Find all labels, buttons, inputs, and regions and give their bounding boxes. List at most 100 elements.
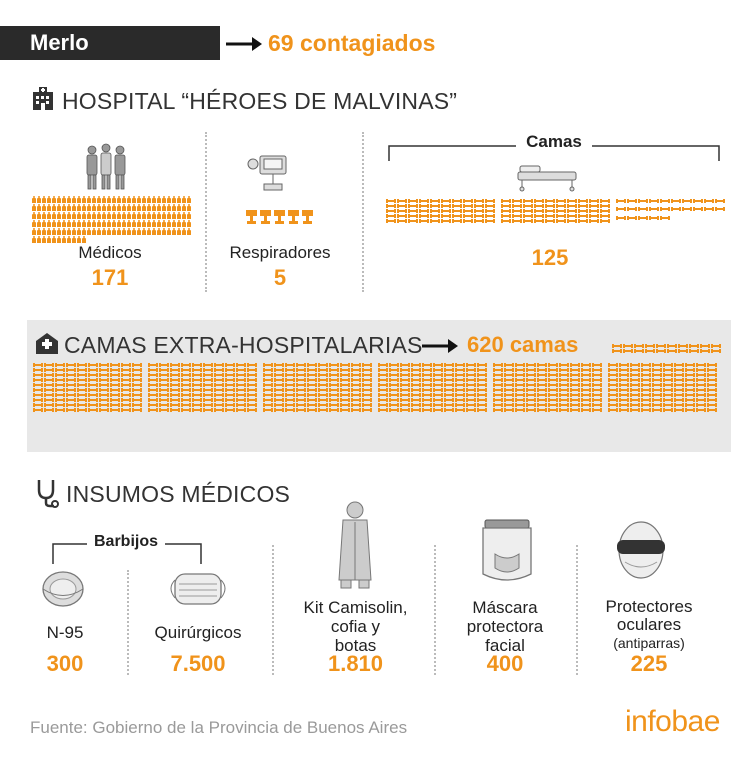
bed-pictogram [641,398,651,402]
bed-pictogram [378,403,388,407]
bed-pictogram [318,408,328,412]
extra-beds-block [608,363,717,412]
bed-pictogram [340,368,350,372]
kit-label: Kit Camisolin, cofia y botas [283,598,428,655]
bed-pictogram [351,363,361,367]
bed-pictogram [526,368,536,372]
doctor-pictogram [77,228,81,235]
bed-pictogram [474,199,484,203]
bed-pictogram [378,408,388,412]
bed-pictogram [351,378,361,382]
bed-pictogram [351,393,361,397]
bed-pictogram [537,393,547,397]
doctor-pictogram [132,228,136,235]
bed-pictogram [274,373,284,377]
bed-pictogram [548,368,558,372]
doctor-pictogram [37,196,41,203]
bed-pictogram [567,209,577,213]
bed-pictogram [493,388,503,392]
bed-pictogram [329,368,339,372]
bed-pictogram [351,398,361,402]
bed-pictogram [707,393,717,397]
bed-pictogram [247,373,257,377]
bed-pictogram [99,408,109,412]
doctor-pictogram [157,196,161,203]
bed-pictogram [441,219,451,223]
bed-pictogram [608,388,618,392]
bed-pictogram [433,398,443,402]
doctor-pictogram [127,220,131,227]
bed-pictogram [477,383,487,387]
bed-pictogram [340,363,350,367]
bed-pictogram [608,368,618,372]
bed-pictogram [422,408,432,412]
bed-pictogram [570,408,580,412]
bed-pictogram [493,408,503,412]
bed-pictogram [600,199,610,203]
bed-pictogram [537,378,547,382]
bed-pictogram [225,363,235,367]
bed-pictogram [537,363,547,367]
doctor-pictogram [167,212,171,219]
doctor-pictogram [47,204,51,211]
bed-pictogram [559,368,569,372]
bed-pictogram [649,207,659,212]
doctor-pictogram [127,212,131,219]
bed-pictogram [132,403,142,407]
bed-pictogram [329,373,339,377]
bed-pictogram [170,363,180,367]
bed-pictogram [148,403,158,407]
bed-pictogram [99,388,109,392]
doctor-pictogram [162,204,166,211]
doctor-pictogram [82,196,86,203]
bed-pictogram [623,349,633,353]
bed-pictogram [674,398,684,402]
clinic-icon [36,333,58,354]
bed-pictogram [88,388,98,392]
bed-pictogram [422,388,432,392]
bed-pictogram [121,383,131,387]
bed-pictogram [247,368,257,372]
bed-pictogram [263,403,273,407]
bed-pictogram [627,215,637,220]
doctor-pictogram [97,196,101,203]
bed-pictogram [274,383,284,387]
bed-pictogram [616,207,626,212]
bed-pictogram [397,219,407,223]
doctor-pictogram [152,212,156,219]
source-text: Fuente: Gobierno de la Provincia de Buen… [30,718,408,737]
cases-count: 69 contagiados [268,30,436,56]
bed-pictogram [55,393,65,397]
bed-pictogram [685,393,695,397]
bed-pictogram [132,378,142,382]
bed-pictogram [181,408,191,412]
doctor-pictogram [112,212,116,219]
bed-pictogram [537,388,547,392]
bed-pictogram [296,363,306,367]
bed-pictogram [422,368,432,372]
bed-pictogram [504,398,514,402]
bed-pictogram [411,368,421,372]
bed-pictogram [400,378,410,382]
bed-pictogram [652,403,662,407]
bed-pictogram [477,408,487,412]
bed-pictogram [88,378,98,382]
bed-pictogram [307,408,317,412]
bed-pictogram [578,209,588,213]
bed-pictogram [559,383,569,387]
doctor-pictogram [62,196,66,203]
camas-value: 125 [531,245,569,270]
bed-pictogram [389,393,399,397]
bed-pictogram [608,408,618,412]
bed-pictogram [307,363,317,367]
doctor-pictogram [72,220,76,227]
doctor-pictogram [72,212,76,219]
bed-pictogram [318,383,328,387]
bed-pictogram [55,363,65,367]
bed-pictogram [645,349,655,353]
bed-pictogram [296,373,306,377]
bed-pictogram [578,214,588,218]
bed-pictogram [649,199,659,203]
doctor-pictogram [177,228,181,235]
bed-pictogram [99,373,109,377]
